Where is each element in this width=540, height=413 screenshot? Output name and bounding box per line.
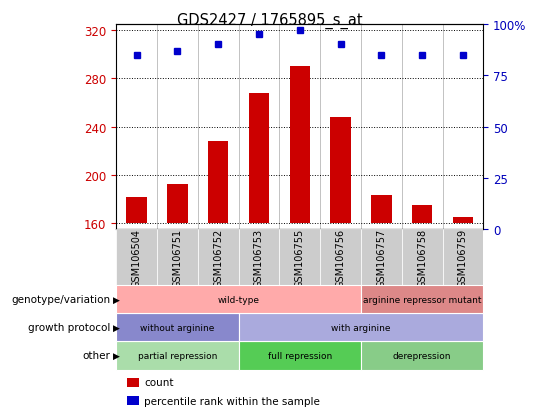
Bar [157,230,198,285]
Bar [442,230,483,285]
Bar [126,197,147,223]
Text: count: count [144,377,174,387]
Bar [371,196,392,223]
Bar [167,185,187,223]
Text: GSM106756: GSM106756 [335,228,346,287]
Text: GSM106758: GSM106758 [417,228,427,287]
Text: GSM106759: GSM106759 [458,228,468,287]
Text: GSM106757: GSM106757 [376,228,386,287]
Bar [412,206,433,223]
Text: ▶: ▶ [113,295,120,304]
Text: GSM106751: GSM106751 [172,228,183,287]
Bar [279,230,320,285]
Text: GSM106755: GSM106755 [295,228,305,287]
Text: GDS2427 / 1765895_s_at: GDS2427 / 1765895_s_at [177,12,363,28]
Bar [208,142,228,223]
Bar [453,218,473,223]
Text: growth protocol: growth protocol [28,323,111,332]
Text: ▶: ▶ [113,351,120,360]
Text: other: other [83,351,111,361]
Text: genotype/variation: genotype/variation [11,294,111,304]
Text: full repression: full repression [268,351,332,360]
Text: GSM106504: GSM106504 [132,228,141,287]
Bar [239,230,279,285]
Text: arginine repressor mutant: arginine repressor mutant [363,295,481,304]
Bar [361,230,402,285]
Bar [320,230,361,285]
Text: wild-type: wild-type [218,295,260,304]
Text: percentile rank within the sample: percentile rank within the sample [144,396,320,406]
Bar [249,93,269,223]
Text: derepression: derepression [393,351,451,360]
Bar [330,118,350,223]
Bar [116,230,157,285]
Text: partial repression: partial repression [138,351,217,360]
Bar [198,230,239,285]
Text: ▶: ▶ [113,323,120,332]
Text: GSM106752: GSM106752 [213,228,223,287]
Text: without arginine: without arginine [140,323,214,332]
Text: with arginine: with arginine [331,323,390,332]
Bar [402,230,442,285]
Text: GSM106753: GSM106753 [254,228,264,287]
Bar [289,67,310,223]
